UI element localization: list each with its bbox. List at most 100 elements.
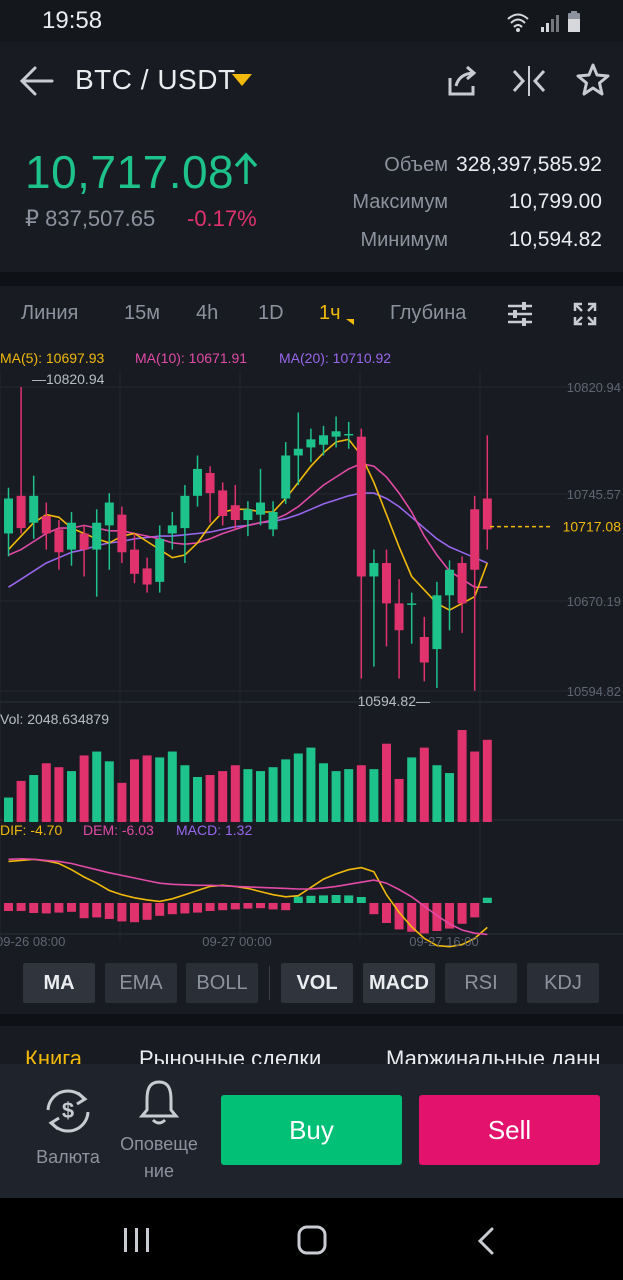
stat-low-label: Минимум: [360, 229, 448, 251]
buy-button[interactable]: Buy: [221, 1095, 402, 1165]
indicator-vol-button[interactable]: VOL: [281, 963, 353, 1003]
status-bar: 19:58: [0, 0, 623, 42]
back-arrow-icon[interactable]: [18, 62, 58, 100]
macd-bar: [344, 895, 354, 903]
home-icon[interactable]: [296, 1224, 328, 1256]
candle-body: [319, 435, 328, 445]
macd-bar: [382, 903, 391, 923]
divider: [0, 272, 623, 286]
macd-legend: MACD: 1.32: [176, 822, 253, 838]
macd-bar: [117, 903, 127, 922]
compare-icon[interactable]: [511, 64, 547, 98]
tab-1d[interactable]: 1D: [258, 302, 284, 324]
settings-sliders-icon[interactable]: [506, 300, 534, 328]
indicator-ma-button[interactable]: MA: [23, 963, 95, 1003]
tab-4h[interactable]: 4h: [196, 302, 219, 324]
macd-bar: [230, 903, 240, 910]
candlestick-chart[interactable]: 10820.94 10745.57 10670.19 10594.82 —10820.9…: [0, 342, 623, 954]
recent-apps-icon[interactable]: [122, 1226, 152, 1254]
stat-high-value: 10,799.00: [508, 190, 602, 213]
sell-button[interactable]: Sell: [419, 1095, 600, 1165]
bell-icon[interactable]: [138, 1078, 180, 1126]
macd-bar: [306, 895, 316, 903]
macd-bar: [29, 903, 39, 913]
candle-body: [281, 455, 291, 499]
volume-bar: [79, 755, 89, 822]
last-price: 10,717.08: [25, 146, 235, 198]
macd-histogram: [4, 895, 492, 934]
x-tick-label: 09-26 08:00: [0, 934, 65, 949]
dif-line: [8, 858, 488, 948]
candle-body: [193, 468, 202, 496]
pair-title[interactable]: BTC / USDT: [75, 64, 236, 95]
candle-body: [155, 538, 165, 582]
battery-icon: [568, 11, 580, 32]
share-icon[interactable]: [445, 64, 479, 98]
chevron-down-icon[interactable]: [231, 73, 253, 87]
change-percent: -0.17%: [187, 206, 257, 231]
signal-icon: [541, 15, 559, 32]
tab-depth[interactable]: Глубина: [390, 302, 467, 324]
alerts-label-line1[interactable]: Оповеще: [120, 1134, 198, 1154]
candle-body: [482, 498, 492, 530]
system-nav-bar: [0, 1198, 623, 1280]
candle-body: [41, 515, 51, 534]
dif-legend: DIF: -4.70: [0, 822, 63, 838]
volume-bar: [16, 780, 26, 822]
star-icon[interactable]: [575, 62, 611, 98]
candle-body: [16, 495, 26, 529]
macd-bar: [155, 903, 165, 916]
ma20-legend: MA(20): 10710.92: [279, 350, 392, 366]
candle-body: [218, 490, 228, 516]
volume-bar: [293, 753, 303, 822]
tab-line[interactable]: Линия: [21, 302, 79, 324]
volume-bar: [482, 739, 492, 822]
currency-exchange-icon[interactable]: $: [40, 1086, 96, 1136]
currency-label[interactable]: Валюта: [36, 1147, 100, 1167]
candle-body: [419, 636, 429, 663]
alerts-label-line2[interactable]: ние: [143, 1161, 174, 1181]
macd-bar: [4, 903, 13, 911]
indicator-boll-button[interactable]: BOLL: [186, 963, 258, 1003]
indicator-rsi-button[interactable]: RSI: [445, 963, 517, 1003]
dem-polyline: [8, 857, 488, 936]
volume-bar: [281, 759, 291, 822]
back-nav-icon[interactable]: [475, 1226, 497, 1256]
fullscreen-icon[interactable]: [573, 302, 597, 326]
macd-bar: [218, 903, 228, 911]
volume-bar: [67, 771, 76, 822]
macd-bar: [331, 895, 341, 903]
macd-bar: [281, 903, 291, 911]
candle-body: [369, 563, 379, 577]
ticker-panel: [0, 42, 623, 272]
tab-15m[interactable]: 15м: [124, 302, 160, 324]
indicator-kdj-button[interactable]: KDJ: [527, 963, 599, 1003]
indicator-macd-button[interactable]: MACD: [363, 963, 435, 1003]
macd-bar: [79, 903, 89, 919]
stat-high-label: Максимум: [352, 191, 448, 213]
macd-bar: [16, 903, 26, 911]
tab-1h[interactable]: 1ч: [319, 302, 341, 324]
volume-bar: [29, 775, 39, 822]
candle-body: [331, 431, 341, 437]
tab-dropdown-icon: [346, 319, 354, 325]
chart-area[interactable]: 10820.94 10745.57 10670.19 10594.82 —10820.9…: [0, 342, 623, 954]
volume-bar: [470, 751, 480, 822]
axis-labels: 10820.94 10745.57 10670.19 10594.82 —10820.9…: [0, 371, 621, 949]
volume-bar: [394, 778, 404, 822]
arrow-up-icon: [234, 152, 258, 184]
macd-bar: [268, 903, 278, 910]
candle-body: [344, 433, 354, 436]
candle-body: [4, 498, 13, 534]
ma5-legend: MA(5): 10697.93: [0, 350, 105, 366]
indicator-ema-button[interactable]: EMA: [105, 963, 177, 1003]
volume-bar: [445, 773, 454, 822]
macd-bar: [457, 903, 467, 924]
macd-bar: [356, 897, 366, 903]
macd-bar: [167, 903, 177, 915]
macd-bar: [193, 903, 202, 913]
status-time: 19:58: [42, 7, 103, 34]
volume-bar: [117, 782, 127, 822]
volume-bar: [256, 771, 265, 822]
fiat-price: ₽ 837,507.65: [25, 206, 156, 231]
